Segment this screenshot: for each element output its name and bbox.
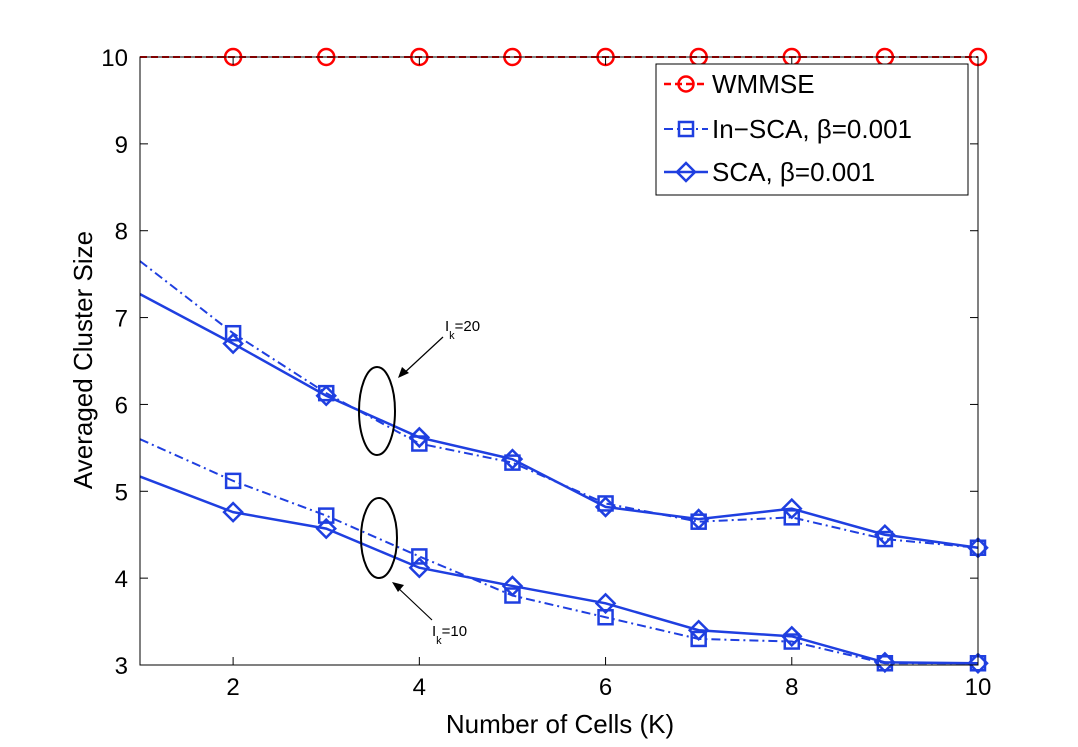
- data-point-square: [876, 530, 894, 548]
- data-point-square: [690, 630, 707, 648]
- data-point-diamond: [781, 497, 803, 520]
- data-point-square: [783, 509, 801, 526]
- plot-frame: [139, 56, 979, 666]
- data-point-square: [504, 587, 521, 604]
- series-line: [139, 293, 979, 549]
- annotation-arrow-ik20: [401, 336, 444, 376]
- legend: WMMSE In−SCA, β=0.001 SCA, β=0.001: [655, 63, 969, 196]
- data-point-diamond: [501, 448, 524, 470]
- data-point-diamond: [967, 652, 989, 675]
- y-axis-label: Averaged Cluster Size: [68, 231, 98, 489]
- legend-label-wmmse: WMMSE: [712, 69, 815, 99]
- data-point-diamond: [222, 501, 244, 523]
- data-point-diamond: [408, 556, 431, 579]
- axes: 2 4 6 8 10 3 4 5 6 7 8 9 10: [101, 45, 991, 701]
- series-line: [139, 475, 979, 665]
- series-ik10-square: [139, 438, 987, 672]
- series-ik20-diamond: [139, 293, 989, 559]
- annotation-arrowhead-ik20: [398, 367, 409, 378]
- data-point-diamond: [687, 619, 710, 642]
- data-point-square: [224, 324, 242, 342]
- data-point-diamond: [594, 496, 617, 518]
- data-point-diamond: [874, 651, 896, 674]
- y-tick-label: 3: [115, 653, 128, 680]
- y-tick-label: 4: [115, 566, 128, 593]
- x-axis-label: Number of Cells (K): [446, 709, 674, 739]
- data-point-diamond: [594, 592, 617, 615]
- data-point-diamond: [315, 384, 337, 407]
- data-point-diamond: [687, 508, 710, 530]
- data-point-square: [597, 608, 614, 626]
- data-point-square: [411, 548, 428, 565]
- data-point-square: [224, 472, 242, 490]
- y-tick-label: 7: [115, 306, 128, 333]
- x-tick-label: 10: [965, 674, 992, 701]
- plot-area: [139, 47, 989, 675]
- data-point-square: [783, 633, 801, 650]
- annotation-arrow-ik10: [395, 585, 433, 621]
- annotation-ellipse-ik20: [358, 366, 396, 456]
- legend-marker-wmmse: [677, 75, 695, 93]
- data-point-square: [317, 507, 335, 524]
- legend-label-insca: In−SCA, β=0.001: [712, 114, 912, 144]
- data-point-diamond: [315, 517, 337, 540]
- x-tick-label: 2: [226, 674, 239, 701]
- legend-marker-insca: [677, 120, 695, 138]
- y-tick-label: 6: [115, 392, 128, 419]
- y-tick-label: 8: [115, 219, 128, 246]
- data-point-diamond: [874, 523, 896, 546]
- x-tick-label: 6: [599, 674, 612, 701]
- series-ik10-diamond: [139, 475, 989, 675]
- annotation-ik10: Ik=10: [360, 497, 467, 647]
- y-tick-label: 10: [101, 45, 128, 72]
- legend-marker-sca: [675, 161, 697, 183]
- annotation-arrowhead-ik10: [392, 582, 404, 592]
- y-tick-label: 9: [115, 132, 128, 159]
- annotation-ik20: Ik=20: [358, 318, 480, 456]
- annotation-label-ik10: Ik=10: [432, 623, 467, 647]
- data-point-diamond: [222, 332, 244, 355]
- annotation-ellipse-ik10: [360, 497, 398, 579]
- data-point-diamond: [501, 575, 524, 597]
- y-tick-label: 5: [115, 479, 128, 506]
- legend-entry-sca: SCA, β=0.001: [664, 157, 875, 187]
- data-point-diamond: [781, 625, 803, 648]
- legend-entry-wmmse: WMMSE: [664, 69, 815, 99]
- series-line: [139, 438, 978, 665]
- annotation-label-ik20: Ik=20: [445, 318, 480, 342]
- legend-entry-insca: In−SCA, β=0.001: [664, 114, 912, 144]
- x-tick-label: 8: [785, 674, 798, 701]
- legend-label-sca: SCA, β=0.001: [712, 157, 875, 187]
- x-tick-label: 4: [413, 674, 426, 701]
- data-point-diamond: [408, 426, 431, 449]
